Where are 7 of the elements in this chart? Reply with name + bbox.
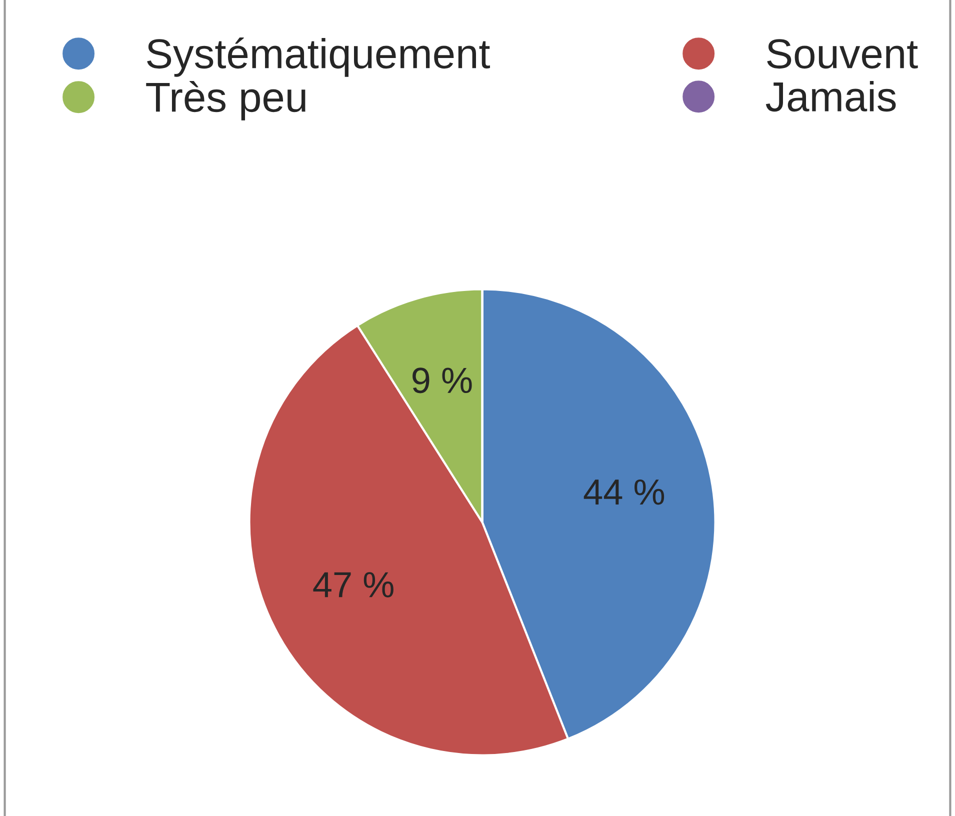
- legend-label: Systématiquement: [147, 38, 490, 77]
- data-label: 47 %: [313, 572, 394, 598]
- legend-label: Souvent: [767, 39, 918, 69]
- data-label: 9 %: [412, 368, 472, 394]
- legend-label: Très peu: [146, 80, 306, 120]
- data-label: 44 %: [584, 479, 664, 505]
- legend-label: Jamais: [766, 80, 896, 112]
